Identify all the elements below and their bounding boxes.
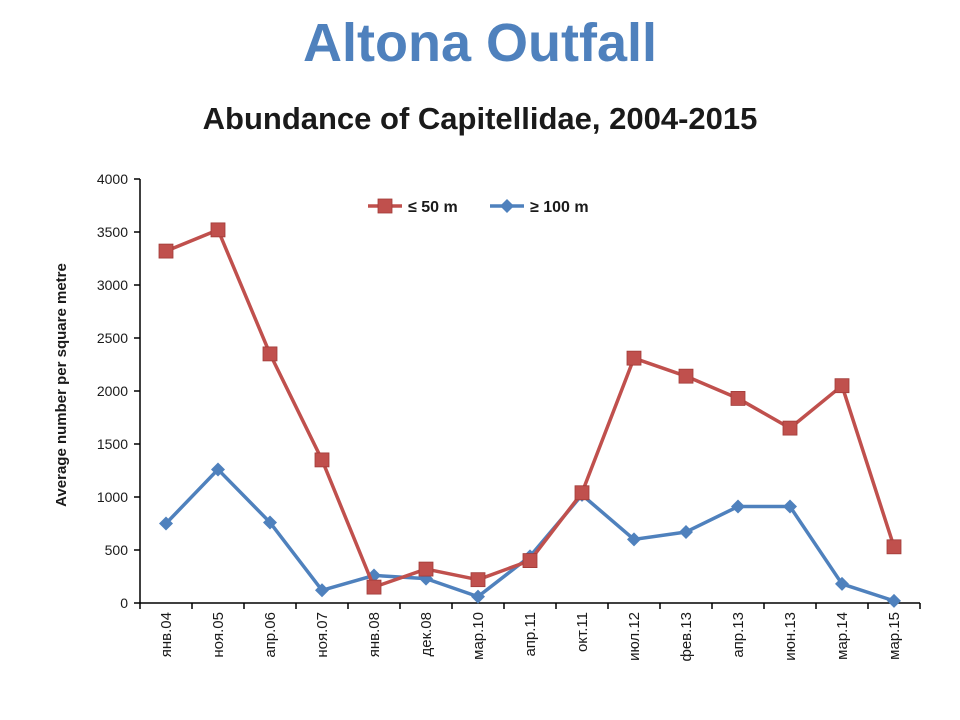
- x-tick-label: апр.11: [522, 612, 539, 657]
- data-point-diamond: [627, 532, 641, 547]
- data-point-diamond: [783, 499, 797, 514]
- legend-item-le-50m: ≤ 50 m: [368, 198, 458, 216]
- y-tick-label: 500: [105, 542, 129, 558]
- data-point-square: [210, 222, 226, 238]
- x-tick-label: мар.14: [834, 612, 851, 660]
- data-point-square: [626, 350, 642, 366]
- series-ge-100m: [159, 462, 901, 608]
- y-tick-label: 3500: [97, 224, 128, 240]
- data-point-diamond: [315, 583, 329, 598]
- y-axis-label: Average number per square metre: [53, 263, 70, 507]
- legend: ≤ 50 m ≥ 100 m: [368, 198, 589, 216]
- page-title: Altona Outfall: [303, 13, 657, 73]
- x-tick-label: июл.12: [626, 612, 643, 661]
- x-tick-label: апр.06: [262, 612, 279, 658]
- x-ticks: янв.04 ноя.05 апр.06 ноя.07 янв.08 дек.08 мар.…: [139, 603, 921, 662]
- data-point-diamond: [471, 589, 485, 604]
- x-tick-label: фев.13: [678, 612, 695, 662]
- x-tick-label: мар.10: [470, 612, 487, 660]
- data-point-square: [834, 378, 850, 394]
- chart-subtitle: Abundance of Capitellidae, 2004-2015: [202, 101, 758, 136]
- legend-label: ≤ 50 m: [408, 199, 458, 216]
- data-point-diamond: [887, 593, 901, 608]
- data-point-square: [158, 243, 174, 259]
- data-point-diamond: [500, 199, 514, 213]
- x-tick-label: июн.13: [782, 612, 799, 661]
- x-tick-label: янв.04: [158, 612, 175, 657]
- data-point-square: [522, 553, 538, 568]
- y-tick-label: 2500: [97, 330, 128, 346]
- data-point-square: [314, 452, 330, 468]
- x-tick-label: янв.08: [366, 612, 383, 657]
- x-tick-label: ноя.05: [210, 612, 227, 658]
- data-point-square: [262, 346, 278, 362]
- x-tick-label: мар.15: [886, 612, 903, 660]
- y-tick-label: 0: [120, 595, 128, 611]
- x-tick-label: дек.08: [418, 612, 435, 657]
- legend-label: ≥ 100 m: [530, 199, 589, 216]
- x-tick-label: апр.13: [730, 612, 747, 658]
- axes: [139, 179, 920, 604]
- data-point-diamond: [679, 524, 693, 539]
- data-point-diamond: [731, 499, 745, 514]
- y-tick-label: 4000: [97, 171, 128, 187]
- series-line: [164, 467, 895, 603]
- series-le-50m: [158, 222, 902, 595]
- data-point-diamond: [835, 576, 849, 591]
- data-point-square: [366, 579, 382, 595]
- y-tick-label: 1500: [97, 436, 128, 452]
- data-point-square: [678, 368, 694, 384]
- data-point-square: [470, 572, 486, 588]
- data-point-diamond: [211, 462, 225, 477]
- data-point-diamond: [159, 516, 173, 531]
- data-point-square: [782, 420, 798, 436]
- y-tick-label: 1000: [97, 489, 128, 505]
- data-point-square: [574, 485, 590, 501]
- data-point-square: [886, 539, 902, 555]
- y-tick-label: 2000: [97, 383, 128, 399]
- x-tick-label: окт.11: [574, 612, 591, 652]
- data-point-square: [377, 198, 393, 214]
- series-layer: [158, 222, 902, 608]
- series-line: [165, 228, 896, 589]
- y-ticks: 0 500 1000 1500 2000 2500 3000 3500 4000: [97, 171, 140, 611]
- data-point-diamond: [263, 515, 277, 530]
- y-tick-label: 3000: [97, 277, 128, 293]
- data-point-square: [730, 391, 746, 406]
- x-tick-label: ноя.07: [314, 612, 331, 658]
- legend-item-ge-100m: ≥ 100 m: [490, 199, 589, 216]
- data-point-square: [418, 561, 434, 577]
